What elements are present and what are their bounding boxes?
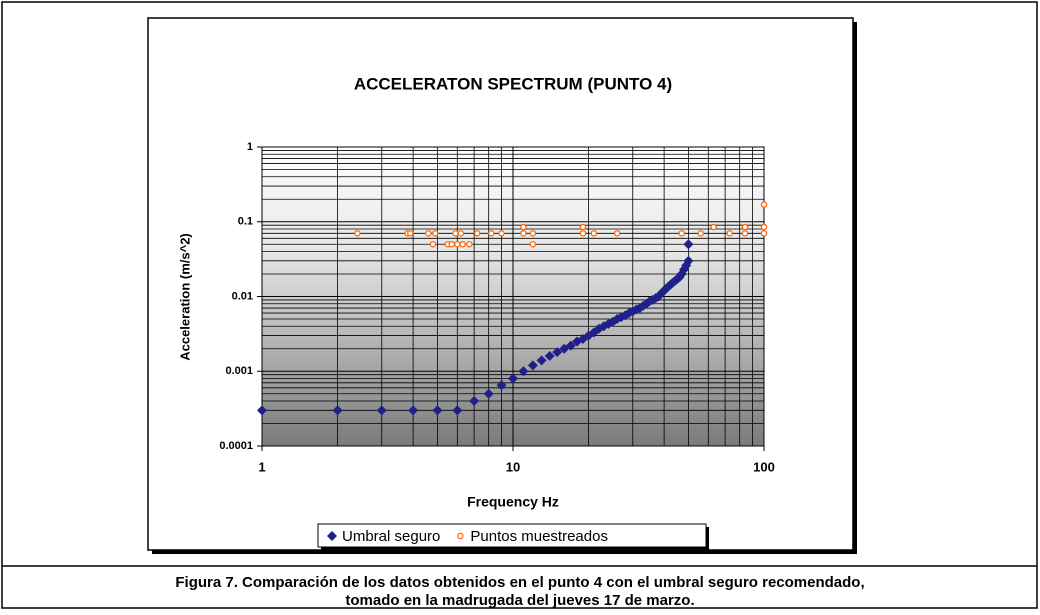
diamond-marker (552, 347, 563, 358)
circle-marker (431, 230, 439, 237)
diamond-marker (536, 355, 547, 366)
diamond-marker (518, 366, 529, 377)
plot-border (261, 146, 765, 447)
diamond-marker (327, 531, 337, 541)
circle-marker (760, 223, 768, 231)
circle-marker (354, 230, 361, 237)
diamond-marker (257, 405, 267, 416)
circle-marker (760, 201, 768, 208)
legend-items: Umbral seguro Puntos muestreados (327, 528, 608, 545)
x-tick-label: 10 (506, 459, 520, 474)
chart-title: ACCELERATON SPECTRUM (PUNTO 4) (354, 74, 672, 93)
x-axis-label: Frequency Hz (467, 494, 559, 510)
y-axis-label: Acceleration (m/s^2) (177, 233, 192, 361)
diamond-marker (452, 405, 463, 416)
circle-marker (613, 230, 621, 237)
legend-label: Umbral seguro (342, 528, 440, 545)
x-tick-label: 100 (753, 459, 775, 474)
diamond-marker (496, 380, 507, 391)
diamond-marker (683, 255, 694, 266)
circle-marker (710, 223, 717, 231)
diamond-marker (483, 388, 494, 399)
circle-marker (579, 223, 587, 231)
marks (257, 201, 768, 416)
diamond-marker (376, 405, 387, 416)
circle-marker (697, 230, 705, 237)
x-tick-label: 1 (258, 459, 265, 474)
caption-line: tomado en la madrugada del jueves 17 de … (345, 592, 694, 609)
circle-marker (529, 230, 537, 237)
y-tick-label: 0.1 (238, 216, 253, 228)
y-tick-label: 1 (247, 141, 253, 153)
circle-marker (459, 241, 466, 248)
legend-label: Puntos muestreados (470, 528, 608, 545)
y-tick-label: 0.001 (225, 365, 253, 377)
circle-marker (454, 241, 461, 248)
circle-marker (448, 241, 455, 248)
diamond-marker (469, 395, 480, 406)
diamond-marker (508, 373, 518, 384)
circle-marker (466, 241, 473, 248)
circle-marker (726, 230, 733, 237)
y-tick-label: 0.0001 (219, 440, 253, 452)
circle-marker (457, 532, 464, 540)
circle-marker (590, 230, 598, 237)
circle-marker (488, 230, 495, 237)
circle-marker (520, 223, 527, 231)
diamond-marker (683, 239, 694, 250)
diamond-marker (527, 360, 538, 371)
y-tick-label: 0.01 (232, 290, 253, 302)
circle-marker (741, 223, 749, 231)
diamond-marker (432, 405, 443, 416)
circle-marker (452, 230, 459, 237)
diamond-marker (565, 340, 576, 351)
diamond-marker (544, 350, 555, 361)
circle-marker (457, 230, 465, 237)
caption-line: Figura 7. Comparación de los datos obten… (175, 574, 864, 591)
circle-marker (678, 230, 685, 237)
diamond-marker (332, 405, 343, 416)
circle-marker (760, 230, 768, 237)
circle-marker (529, 241, 537, 248)
circle-marker (579, 230, 587, 237)
circle-marker (520, 230, 527, 237)
circle-marker (429, 241, 437, 248)
circle-marker (473, 230, 481, 237)
diamond-marker (408, 405, 419, 416)
circle-marker (425, 230, 432, 237)
circle-marker (741, 230, 749, 237)
circle-marker (498, 230, 505, 237)
legend (317, 523, 707, 548)
circle-marker (407, 230, 414, 237)
